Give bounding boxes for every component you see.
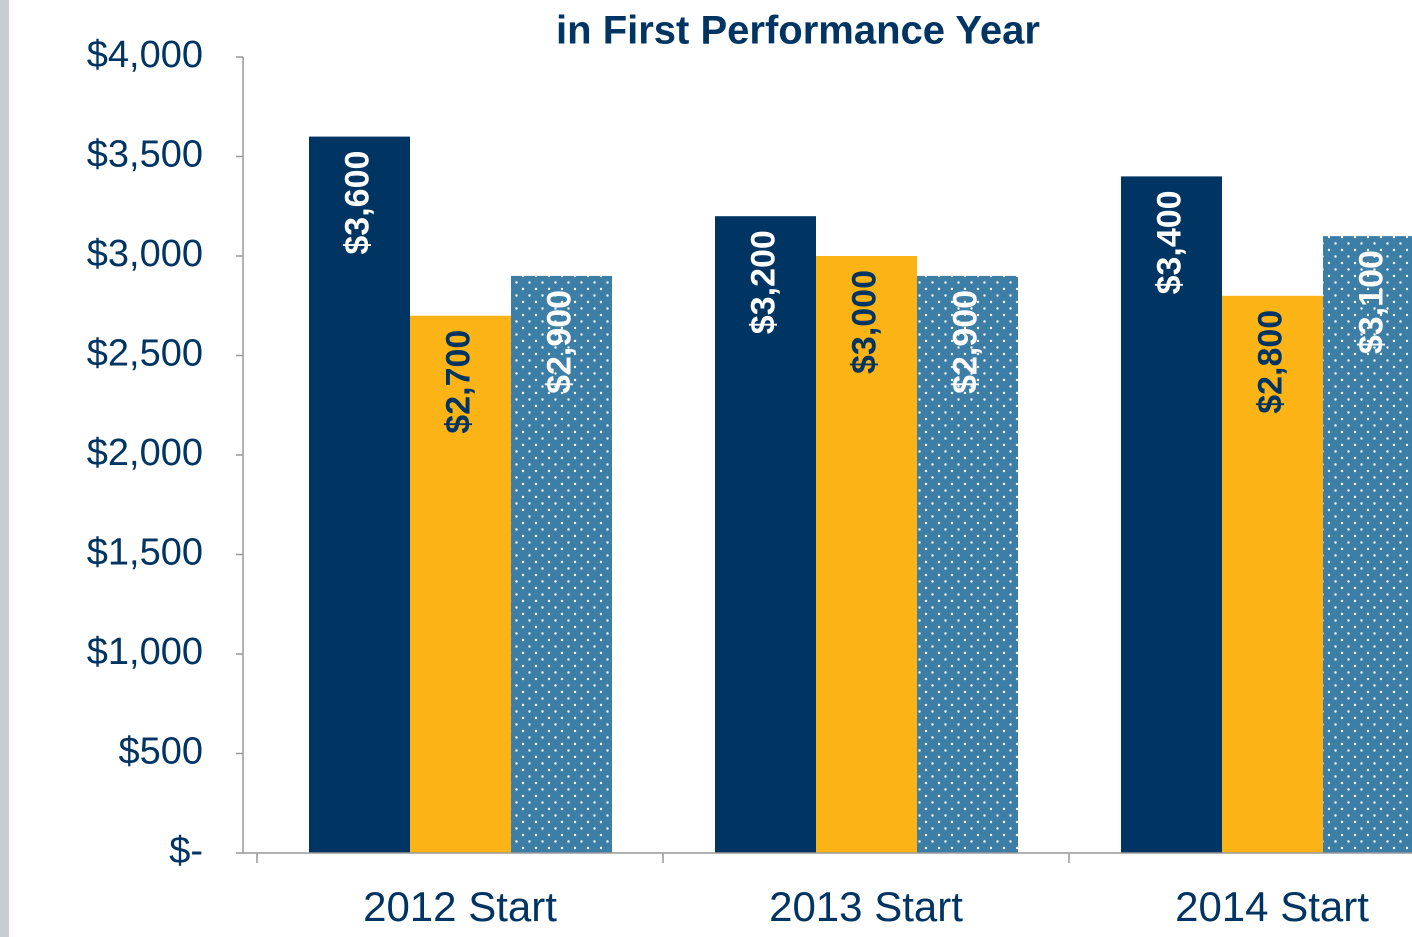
bar	[511, 275, 612, 853]
y-tick-label: $2,500	[87, 333, 203, 375]
bar	[410, 315, 511, 853]
y-tick-label: $1,000	[87, 631, 203, 673]
y-tick-label: $2,000	[87, 432, 203, 474]
y-tick-label: $3,000	[87, 233, 203, 275]
y-tick-label: $3,500	[87, 134, 203, 176]
value-label: $3,000	[845, 270, 883, 374]
y-tick-label: $-	[169, 830, 203, 872]
bar	[1323, 236, 1412, 854]
chart-title: in First Performance Year	[556, 9, 1040, 53]
bar	[309, 136, 410, 854]
value-label: $2,900	[946, 290, 984, 394]
y-tick-label: $500	[118, 731, 203, 773]
value-label: $3,200	[744, 230, 782, 334]
bar	[715, 216, 816, 853]
value-label: $2,800	[1251, 310, 1289, 414]
bar	[917, 275, 1018, 853]
value-label: $2,900	[540, 290, 578, 394]
value-label: $2,700	[439, 330, 477, 434]
x-tick-label: 2014 Start	[1175, 883, 1369, 930]
x-tick-label: 2013 Start	[769, 883, 963, 930]
y-tick-label: $1,500	[87, 532, 203, 574]
value-label: $3,600	[338, 151, 376, 255]
x-tick-label: 2012 Start	[363, 883, 557, 930]
bar	[1121, 176, 1222, 853]
bar	[1222, 295, 1323, 853]
value-label: $3,100	[1352, 250, 1390, 354]
side-strip	[0, 0, 9, 937]
bar	[816, 256, 917, 853]
y-tick-label: $4,000	[87, 34, 203, 76]
value-label: $3,400	[1150, 190, 1188, 294]
